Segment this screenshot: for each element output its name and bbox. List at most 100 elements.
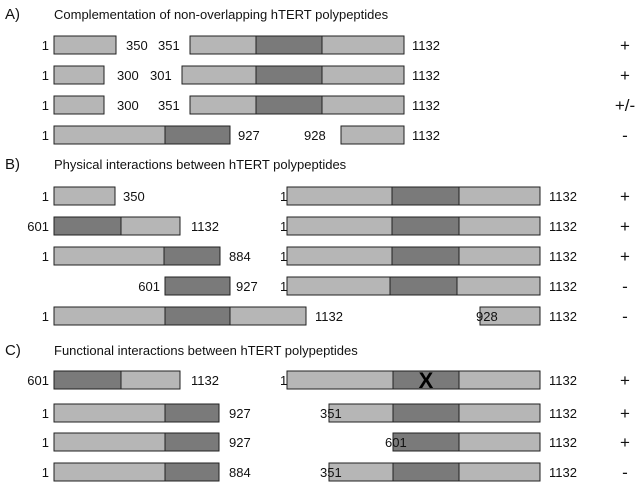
- section-2-row-1-result: +: [620, 404, 630, 423]
- section-2-row-3-right-bar-segment-dark: [392, 462, 460, 482]
- section-2-row-0-right-end-label: 1132: [549, 373, 577, 388]
- section-0-row-0-right-bar-segment-light: [321, 35, 405, 55]
- section-1-row-2-result: +: [620, 247, 630, 266]
- section-0-row-3-right-start-label: 928: [304, 128, 326, 143]
- section-1-row-4-left-end-label: 1132: [315, 309, 343, 324]
- section-0-row-3-result: -: [622, 126, 628, 145]
- section-2-row-3-left-end-label: 884: [229, 465, 251, 480]
- section-1-row-2-right-bar-segment-light: [458, 246, 541, 266]
- section-1-row-0-left-start-label: 1: [42, 189, 49, 204]
- section-2-row-3-left-bar-segment-dark: [164, 462, 220, 482]
- section-0-row-2-right-start-label: 351: [158, 98, 180, 113]
- section-0-row-2-left-bar-segment-light: [53, 95, 105, 115]
- section-1-row-4-left-bar-segment-light: [229, 306, 307, 326]
- section-2-row-3-left-bar: [53, 462, 220, 482]
- section-1-row-1-right-end-label: 1132: [549, 219, 577, 234]
- section-1-row-2-right-end-label: 1132: [549, 249, 577, 264]
- section-1-row-4-left-bar-segment-light: [53, 306, 166, 326]
- section-1-row-4-left-start-label: 1: [42, 309, 49, 324]
- section-0-row-0-right-bar: [189, 35, 405, 55]
- section-2-row-2-left-bar-segment-dark: [164, 432, 220, 452]
- section-2-row-1-left-end-label: 927: [229, 406, 251, 421]
- section-0-row-0-left-start-label: 1: [42, 38, 49, 53]
- section-0-row-0-left-bar: [53, 35, 117, 55]
- section-2-row-0-right-start-label: 1: [280, 373, 287, 388]
- section-1-row-0-left-end-label: 350: [123, 189, 145, 204]
- section-2-letter: C): [5, 342, 21, 359]
- section-2-row-0-right-bar-segment-light: [286, 370, 394, 390]
- section-2-row-0-mutation-mark: X: [419, 368, 434, 393]
- section-0-row-1-right-start-label: 301: [150, 68, 172, 83]
- section-1-row-2-right-bar: [286, 246, 541, 266]
- section-0-row-1-result: +: [620, 66, 630, 85]
- section-2-row-3-right-start-label: 351: [320, 465, 342, 480]
- section-2-row-0-left-end-label: 1132: [191, 373, 219, 388]
- section-1-row-0-left-bar: [53, 186, 116, 206]
- section-0-row-0-left-bar-segment-light: [53, 35, 117, 55]
- section-0-row-1-left-bar: [53, 65, 105, 85]
- section-2-row-3-right-bar: [328, 462, 541, 482]
- section-2-row-3-right-bar-segment-light: [458, 462, 541, 482]
- section-2-row-0-left-bar-segment-dark: [53, 370, 122, 390]
- section-1-row-1-right-bar-segment-light: [458, 216, 541, 236]
- section-1-row-3-right-bar-segment-light: [286, 276, 391, 296]
- section-1-row-4-right-bar: [479, 306, 541, 326]
- section-2-row-2-right-bar: [392, 432, 541, 452]
- section-0-row-2-right-end-label: 1132: [412, 98, 440, 113]
- section-1-row-1-right-start-label: 1: [280, 219, 287, 234]
- section-1-row-1-left-bar: [53, 216, 181, 236]
- section-0-row-3-left-bar-segment-light: [53, 125, 166, 145]
- section-1-row-1-right-bar-segment-light: [286, 216, 393, 236]
- section-1-letter: B): [5, 156, 20, 173]
- section-2-row-1-right-bar: [328, 403, 541, 423]
- section-0-row-1-left-bar-segment-light: [53, 65, 105, 85]
- section-2-row-1-right-bar-segment-dark: [392, 403, 460, 423]
- section-2-row-0-left-start-label: 601: [27, 373, 49, 388]
- section-1-row-2-right-bar-segment-dark: [391, 246, 460, 266]
- section-2-row-0-left-bar: [53, 370, 181, 390]
- section-0-row-2-left-start-label: 1: [42, 98, 49, 113]
- section-2-row-1-right-start-label: 351: [320, 406, 342, 421]
- section-0-row-2-right-bar: [189, 95, 405, 115]
- section-1-row-2-left-start-label: 1: [42, 249, 49, 264]
- section-1-row-0-right-bar-segment-light: [458, 186, 541, 206]
- section-0-row-1-right-bar-segment-light: [181, 65, 257, 85]
- section-1-row-1-left-end-label: 1132: [191, 219, 219, 234]
- section-2-row-0-right-bar: [286, 370, 541, 390]
- section-1-row-2-left-bar: [53, 246, 221, 266]
- section-0-row-2-right-bar-segment-light: [321, 95, 405, 115]
- section-1-row-3-right-bar-segment-dark: [389, 276, 458, 296]
- section-0-row-3-left-start-label: 1: [42, 128, 49, 143]
- section-2-row-3-result: -: [622, 463, 628, 482]
- section-1-row-0-right-bar-segment-dark: [391, 186, 460, 206]
- section-1-row-4-right-bar-segment-light: [479, 306, 541, 326]
- section-1-row-3-right-end-label: 1132: [549, 279, 577, 294]
- section-0-letter: A): [5, 6, 20, 23]
- section-1-row-1-right-bar-segment-dark: [391, 216, 460, 236]
- section-0-row-2-left-bar: [53, 95, 105, 115]
- section-1-row-1-left-start-label: 601: [27, 219, 49, 234]
- section-0-row-0-left-end-label: 350: [126, 38, 148, 53]
- section-2-row-3-left-bar-segment-light: [53, 462, 166, 482]
- section-2-row-2-right-end-label: 1132: [549, 435, 577, 450]
- section-2-row-3-left-start-label: 1: [42, 465, 49, 480]
- section-2-row-1-left-bar-segment-dark: [164, 403, 220, 423]
- section-0-title: Complementation of non-overlapping hTERT…: [54, 7, 389, 22]
- section-1-row-2-right-start-label: 1: [280, 249, 287, 264]
- section-0-row-2-result: +/-: [615, 96, 635, 115]
- section-2-row-2-left-end-label: 927: [229, 435, 251, 450]
- section-0-row-1-right-bar-segment-dark: [255, 65, 323, 85]
- section-0-row-3-right-end-label: 1132: [412, 128, 440, 143]
- section-0-row-3-left-bar: [53, 125, 231, 145]
- section-2-row-1-right-bar-segment-light: [458, 403, 541, 423]
- section-1-row-4-right-end-label: 1132: [549, 309, 577, 324]
- section-0-row-2-right-bar-segment-dark: [255, 95, 323, 115]
- section-1-row-1-left-bar-segment-light: [120, 216, 181, 236]
- section-1-row-3-left-end-label: 927: [236, 279, 258, 294]
- section-0-row-0-result: +: [620, 36, 630, 55]
- section-1-row-2-right-bar-segment-light: [286, 246, 393, 266]
- section-1-row-0-right-start-label: 1: [280, 189, 287, 204]
- section-2-row-0-result: +: [620, 371, 630, 390]
